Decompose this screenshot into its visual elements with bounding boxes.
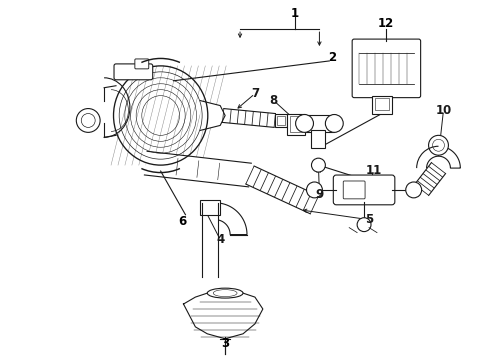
Circle shape	[357, 218, 371, 231]
Text: 1: 1	[291, 7, 299, 20]
FancyBboxPatch shape	[343, 181, 365, 199]
Circle shape	[406, 182, 421, 198]
FancyBboxPatch shape	[372, 96, 392, 113]
FancyBboxPatch shape	[375, 98, 389, 109]
Text: 2: 2	[328, 51, 336, 64]
Polygon shape	[183, 291, 263, 339]
Ellipse shape	[213, 290, 237, 297]
Polygon shape	[222, 109, 275, 127]
FancyBboxPatch shape	[114, 64, 153, 80]
FancyBboxPatch shape	[277, 116, 285, 125]
FancyBboxPatch shape	[135, 59, 149, 69]
Polygon shape	[246, 166, 318, 214]
FancyBboxPatch shape	[333, 175, 395, 205]
Circle shape	[307, 182, 322, 198]
FancyBboxPatch shape	[312, 130, 325, 148]
Circle shape	[76, 109, 100, 132]
Text: 5: 5	[365, 213, 373, 226]
Circle shape	[312, 158, 325, 172]
Text: 4: 4	[216, 233, 224, 246]
Polygon shape	[200, 100, 225, 130]
Text: 3: 3	[221, 337, 229, 350]
Text: 8: 8	[270, 94, 278, 107]
Polygon shape	[202, 203, 218, 277]
FancyBboxPatch shape	[352, 39, 420, 98]
Polygon shape	[145, 151, 251, 187]
Polygon shape	[415, 163, 445, 195]
Circle shape	[295, 114, 314, 132]
Text: 9: 9	[315, 188, 323, 201]
Circle shape	[429, 135, 448, 155]
Polygon shape	[210, 203, 247, 235]
FancyBboxPatch shape	[200, 200, 220, 215]
Text: 7: 7	[251, 87, 259, 100]
FancyBboxPatch shape	[305, 114, 334, 132]
Text: 11: 11	[366, 163, 382, 176]
FancyBboxPatch shape	[290, 117, 301, 132]
Circle shape	[325, 114, 343, 132]
Text: 10: 10	[435, 104, 452, 117]
FancyBboxPatch shape	[275, 113, 287, 127]
Text: 6: 6	[178, 215, 187, 228]
FancyBboxPatch shape	[287, 113, 305, 135]
Text: 12: 12	[378, 17, 394, 30]
Ellipse shape	[207, 288, 243, 298]
Polygon shape	[439, 146, 460, 168]
